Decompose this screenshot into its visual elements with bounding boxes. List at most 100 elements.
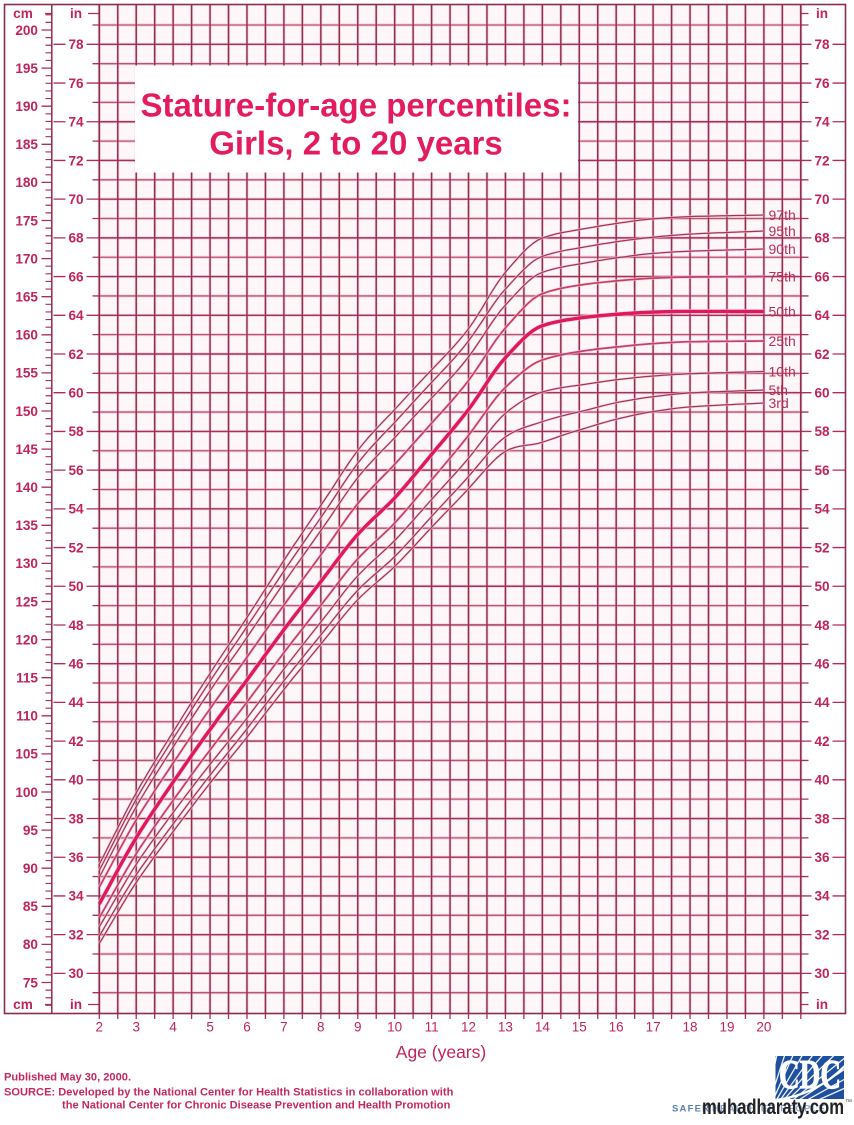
svg-text:74: 74 <box>68 115 84 130</box>
svg-text:64: 64 <box>68 308 84 323</box>
svg-text:58: 58 <box>68 424 84 439</box>
svg-text:3rd: 3rd <box>769 395 789 411</box>
svg-text:12: 12 <box>461 1020 476 1035</box>
svg-text:4: 4 <box>169 1020 177 1035</box>
svg-text:72: 72 <box>814 153 830 168</box>
svg-text:muhadharaty.com: muhadharaty.com <box>702 1096 844 1119</box>
svg-text:200: 200 <box>15 23 38 38</box>
svg-text:145: 145 <box>15 442 38 457</box>
svg-text:™: ™ <box>845 1099 852 1106</box>
svg-text:78: 78 <box>814 37 830 52</box>
svg-text:130: 130 <box>15 556 38 571</box>
svg-text:3: 3 <box>132 1020 140 1035</box>
svg-text:52: 52 <box>68 540 84 555</box>
svg-text:68: 68 <box>68 231 84 246</box>
svg-text:10: 10 <box>387 1020 402 1035</box>
svg-text:155: 155 <box>15 366 38 381</box>
svg-text:70: 70 <box>814 192 829 207</box>
svg-text:175: 175 <box>15 213 38 228</box>
svg-text:95th: 95th <box>769 223 796 239</box>
svg-text:34: 34 <box>68 889 84 904</box>
svg-text:Published May 30, 2000.: Published May 30, 2000. <box>4 1072 131 1084</box>
svg-text:72: 72 <box>68 153 84 168</box>
svg-text:140: 140 <box>15 480 38 495</box>
svg-text:56: 56 <box>68 463 84 478</box>
svg-text:50: 50 <box>68 579 83 594</box>
svg-text:50th: 50th <box>769 304 796 320</box>
svg-text:16: 16 <box>609 1020 624 1035</box>
svg-text:70: 70 <box>68 192 83 207</box>
svg-text:66: 66 <box>68 269 84 284</box>
svg-text:90: 90 <box>23 861 38 876</box>
svg-text:44: 44 <box>814 695 830 710</box>
svg-text:the National Center for Chroni: the National Center for Chronic Disease … <box>62 1100 451 1112</box>
svg-text:100: 100 <box>15 785 38 800</box>
svg-text:76: 76 <box>814 76 830 91</box>
svg-text:195: 195 <box>15 61 38 76</box>
svg-text:97th: 97th <box>769 207 796 223</box>
svg-text:42: 42 <box>68 734 84 749</box>
svg-text:74: 74 <box>814 115 830 130</box>
svg-text:95: 95 <box>23 823 39 838</box>
svg-text:135: 135 <box>15 518 38 533</box>
svg-text:15: 15 <box>572 1020 587 1035</box>
svg-text:in: in <box>70 997 82 1012</box>
svg-text:170: 170 <box>15 251 38 266</box>
svg-text:75: 75 <box>23 975 39 990</box>
svg-text:SOURCE: Developed by the Natio: SOURCE: Developed by the National Center… <box>4 1087 454 1099</box>
svg-text:cm: cm <box>13 6 33 21</box>
svg-text:34: 34 <box>814 889 830 904</box>
svg-text:8: 8 <box>317 1020 325 1035</box>
svg-text:110: 110 <box>16 709 38 724</box>
svg-text:62: 62 <box>68 347 84 362</box>
svg-text:38: 38 <box>68 811 84 826</box>
svg-text:48: 48 <box>68 618 84 633</box>
svg-text:36: 36 <box>814 850 830 865</box>
svg-text:46: 46 <box>814 657 830 672</box>
svg-text:SAFER: SAFER <box>672 1104 710 1115</box>
svg-text:50: 50 <box>814 579 829 594</box>
svg-text:68: 68 <box>814 231 830 246</box>
svg-text:125: 125 <box>15 594 38 609</box>
svg-text:36: 36 <box>68 850 84 865</box>
svg-text:60: 60 <box>68 386 83 401</box>
svg-text:54: 54 <box>814 502 830 517</box>
svg-text:66: 66 <box>814 269 830 284</box>
svg-text:64: 64 <box>814 308 830 323</box>
svg-text:80: 80 <box>23 937 38 952</box>
svg-text:25th: 25th <box>769 333 796 349</box>
svg-text:20: 20 <box>756 1020 771 1035</box>
svg-text:6: 6 <box>243 1020 251 1035</box>
svg-text:Age (years): Age (years) <box>396 1042 486 1062</box>
svg-text:10th: 10th <box>769 364 796 380</box>
svg-text:17: 17 <box>646 1020 661 1035</box>
svg-text:in: in <box>70 6 82 21</box>
svg-text:120: 120 <box>15 632 38 647</box>
svg-text:40: 40 <box>814 773 829 788</box>
svg-text:HEALTHIER PEOPLE: HEALTHIER PEOPLE <box>712 1104 826 1115</box>
svg-text:30: 30 <box>814 966 829 981</box>
svg-text:2: 2 <box>96 1020 104 1035</box>
svg-text:76: 76 <box>68 76 84 91</box>
svg-text:14: 14 <box>535 1020 551 1035</box>
svg-text:60: 60 <box>814 386 829 401</box>
svg-text:42: 42 <box>814 734 830 749</box>
svg-text:32: 32 <box>68 927 84 942</box>
svg-text:115: 115 <box>16 671 38 686</box>
svg-text:56: 56 <box>814 463 830 478</box>
svg-text:18: 18 <box>682 1020 697 1035</box>
svg-text:Girls, 2 to 20 years: Girls, 2 to 20 years <box>209 125 503 162</box>
svg-text:105: 105 <box>15 747 38 762</box>
svg-text:5: 5 <box>206 1020 214 1035</box>
svg-text:62: 62 <box>814 347 830 362</box>
svg-text:54: 54 <box>68 502 84 517</box>
svg-text:CDC: CDC <box>779 1051 841 1097</box>
svg-text:40: 40 <box>68 773 83 788</box>
svg-text:7: 7 <box>280 1020 288 1035</box>
svg-text:38: 38 <box>814 811 830 826</box>
svg-text:48: 48 <box>814 618 830 633</box>
svg-text:13: 13 <box>498 1020 513 1035</box>
svg-text:9: 9 <box>354 1020 362 1035</box>
svg-text:190: 190 <box>15 99 38 114</box>
svg-text:180: 180 <box>15 175 38 190</box>
